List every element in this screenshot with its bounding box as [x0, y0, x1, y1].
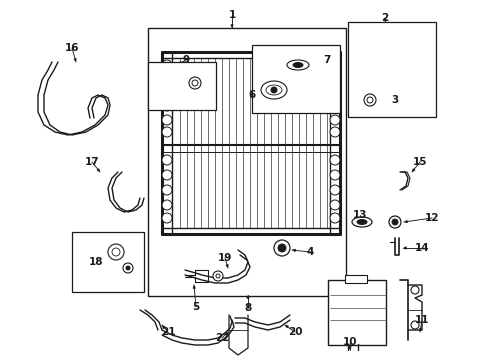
Circle shape — [366, 97, 372, 103]
Text: 3: 3 — [390, 95, 398, 105]
Ellipse shape — [356, 220, 366, 225]
Circle shape — [329, 200, 339, 210]
Circle shape — [388, 216, 400, 228]
Circle shape — [162, 101, 172, 111]
Circle shape — [162, 60, 172, 70]
Circle shape — [273, 240, 289, 256]
Text: 6: 6 — [248, 90, 255, 100]
Circle shape — [162, 73, 172, 83]
Text: 20: 20 — [287, 327, 302, 337]
Circle shape — [123, 263, 133, 273]
Text: 15: 15 — [412, 157, 427, 167]
Text: 22: 22 — [214, 333, 229, 343]
Text: 14: 14 — [414, 243, 428, 253]
Text: 1: 1 — [228, 10, 235, 20]
Circle shape — [329, 87, 339, 97]
Ellipse shape — [351, 217, 371, 227]
Bar — [72, 232, 143, 292]
Text: 12: 12 — [424, 213, 438, 223]
Circle shape — [410, 321, 418, 329]
Circle shape — [391, 219, 397, 225]
Circle shape — [329, 73, 339, 83]
Text: 17: 17 — [84, 157, 99, 167]
Text: 13: 13 — [352, 210, 366, 220]
Circle shape — [363, 94, 375, 106]
Circle shape — [329, 127, 339, 137]
Text: 7: 7 — [323, 55, 330, 65]
Circle shape — [162, 185, 172, 195]
Ellipse shape — [286, 60, 308, 70]
Circle shape — [329, 185, 339, 195]
Ellipse shape — [292, 63, 303, 68]
Text: 21: 21 — [161, 327, 175, 337]
Bar — [148, 28, 346, 296]
Circle shape — [189, 77, 201, 89]
Text: 8: 8 — [244, 303, 251, 313]
Text: 9: 9 — [182, 55, 189, 65]
Circle shape — [329, 155, 339, 165]
Circle shape — [162, 213, 172, 223]
Ellipse shape — [261, 81, 286, 99]
Circle shape — [329, 213, 339, 223]
Circle shape — [162, 170, 172, 180]
Circle shape — [329, 170, 339, 180]
Text: 19: 19 — [217, 253, 232, 263]
Bar — [327, 280, 385, 345]
Circle shape — [108, 244, 124, 260]
Circle shape — [162, 155, 172, 165]
Circle shape — [213, 271, 223, 281]
Ellipse shape — [265, 85, 282, 95]
Circle shape — [329, 115, 339, 125]
Circle shape — [270, 87, 276, 93]
Bar — [148, 62, 216, 110]
Circle shape — [162, 127, 172, 137]
Circle shape — [329, 101, 339, 111]
Text: 2: 2 — [381, 13, 388, 23]
Circle shape — [410, 286, 418, 294]
Circle shape — [162, 200, 172, 210]
Text: 11: 11 — [414, 315, 428, 325]
Circle shape — [192, 80, 198, 86]
Circle shape — [329, 60, 339, 70]
Bar — [347, 22, 435, 117]
Bar — [345, 275, 366, 283]
Circle shape — [162, 115, 172, 125]
Circle shape — [112, 248, 120, 256]
Circle shape — [216, 274, 220, 278]
Text: 18: 18 — [88, 257, 103, 267]
Text: 10: 10 — [342, 337, 357, 347]
Text: 16: 16 — [64, 43, 79, 53]
Text: 4: 4 — [305, 247, 313, 257]
Circle shape — [278, 244, 285, 252]
Circle shape — [162, 87, 172, 97]
Circle shape — [126, 266, 130, 270]
Bar — [251, 45, 339, 113]
Text: 5: 5 — [192, 302, 199, 312]
